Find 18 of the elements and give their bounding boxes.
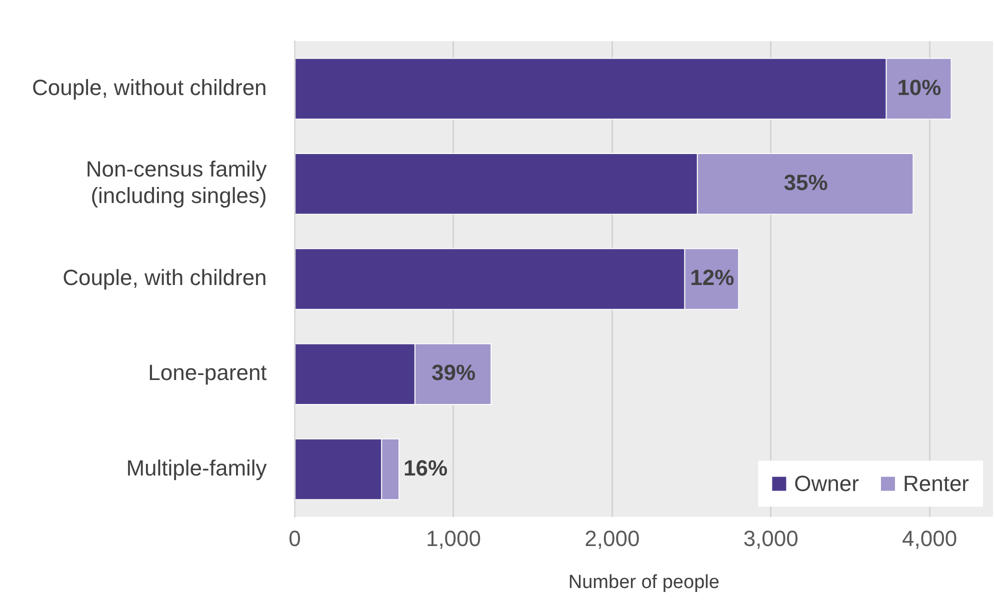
annotation: 39% xyxy=(431,360,476,386)
annotation: 16% xyxy=(404,455,448,480)
annotation: 35% xyxy=(784,170,828,195)
y-tick-label: Couple, without children xyxy=(32,74,267,100)
annotation: 10% xyxy=(897,74,942,100)
y-tick-label: Couple, with children xyxy=(62,265,267,290)
x-tick-label: 3,000 xyxy=(743,526,798,552)
y-tick-label: Non-census family (including singles) xyxy=(86,156,267,208)
x-axis-title: Number of people xyxy=(568,572,720,593)
y-tick-label: Multiple-family xyxy=(126,455,267,480)
y-tick-label: Lone-parent xyxy=(148,360,267,386)
annotation: 12% xyxy=(690,265,734,290)
x-tick-label: 4,000 xyxy=(902,526,958,552)
legend-label: Renter xyxy=(902,470,970,496)
x-tick-label: 0 xyxy=(288,526,301,552)
x-tick-label: 1,000 xyxy=(426,526,482,552)
x-tick-label: 2,000 xyxy=(584,526,640,552)
legend-label: Owner xyxy=(794,470,859,496)
